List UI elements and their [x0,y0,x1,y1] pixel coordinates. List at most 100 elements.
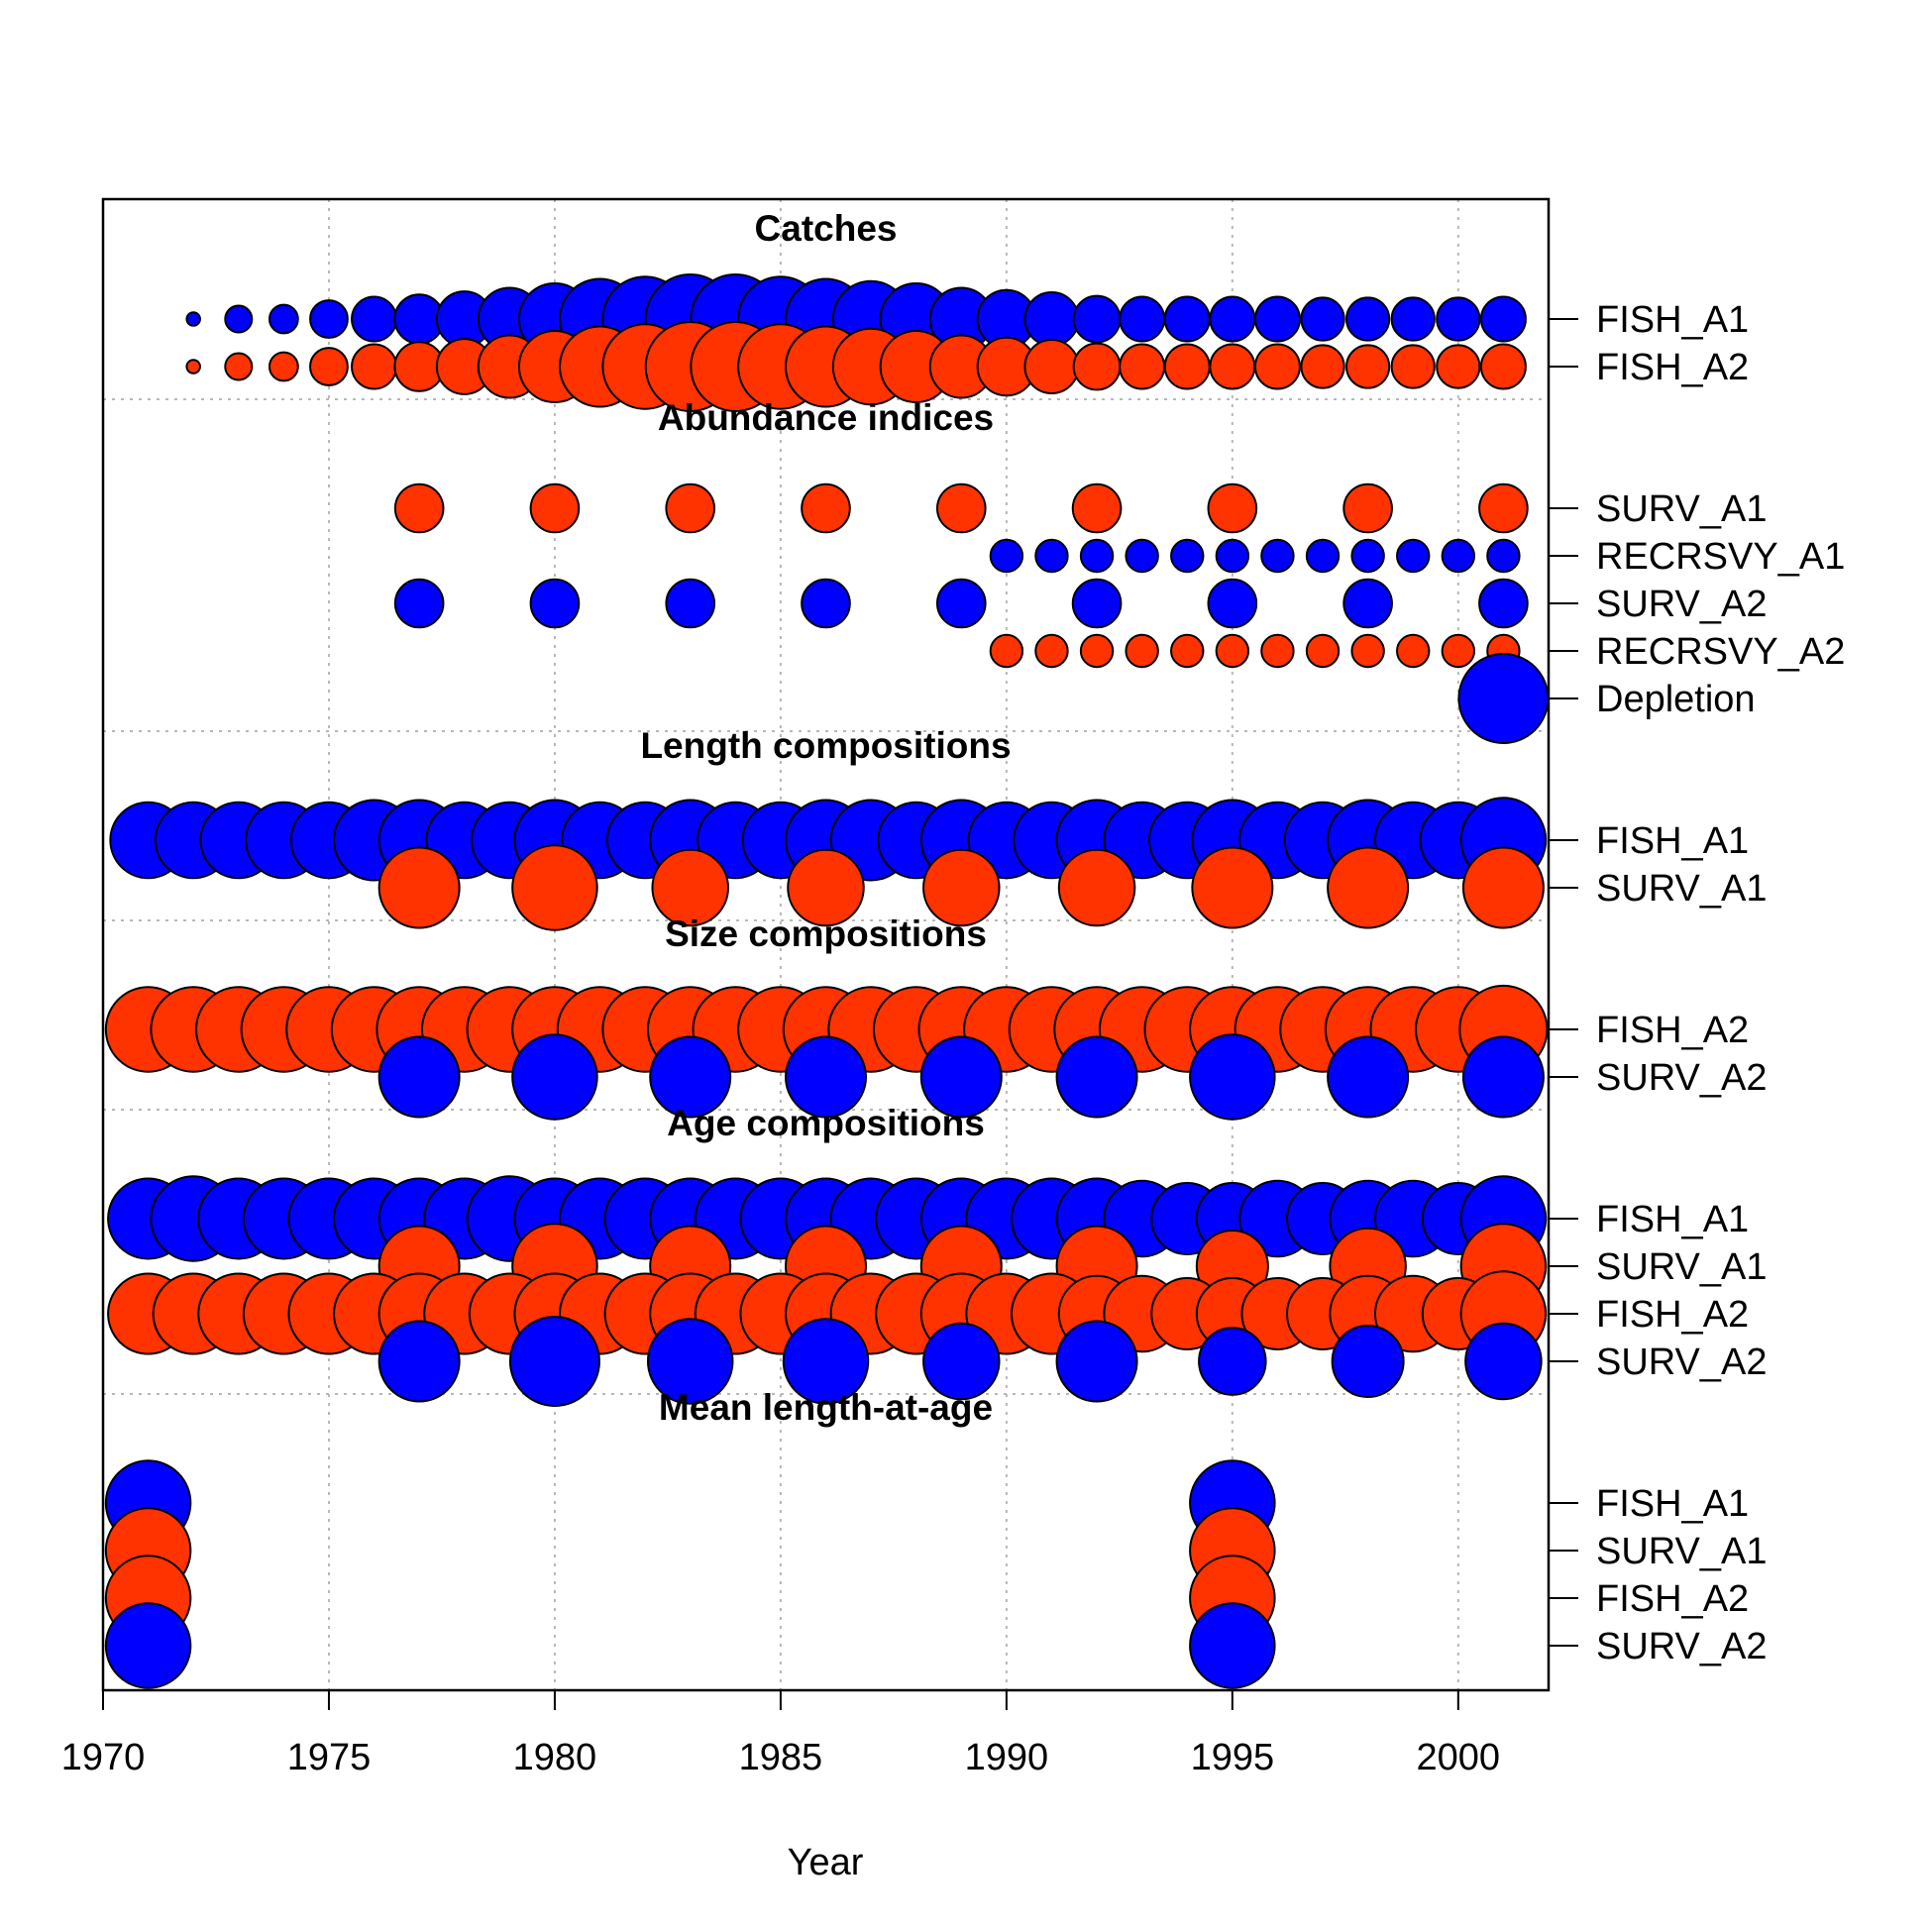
bubble-point [646,1318,734,1405]
bubble-point [1390,344,1436,389]
row-label: FISH_A1 [1596,1483,1749,1525]
bubble-point [1057,848,1136,927]
row-label: RECRSVY_A2 [1596,631,1845,673]
bubble-point [1350,633,1385,669]
bubble-point [935,578,987,629]
bubble-point [1170,633,1205,669]
bubble-point [651,848,729,927]
row-label: SURV_A2 [1596,584,1768,625]
bubble-point [1345,296,1391,342]
bubble-point [1436,296,1481,342]
bubble-point [1055,1035,1138,1119]
bubble-point [1209,295,1256,343]
panel-title: Size compositions [665,913,987,954]
row-label: SURV_A2 [1596,1342,1768,1383]
bubble-point [989,633,1024,669]
panel-title: Age compositions [667,1103,985,1143]
bubble-point [1034,538,1069,574]
bubble-point [351,343,398,390]
bubble-point [665,578,716,629]
plot-frame [101,197,1551,1692]
bubble-point [1436,344,1481,389]
bubble-point [935,483,987,534]
bubble-point [1390,296,1436,342]
bubble-point [1305,538,1341,574]
x-axis-label: Year [788,1842,864,1883]
x-tick-label: 1970 [61,1737,146,1778]
bubble-point [922,848,1001,927]
row-label: SURV_A1 [1596,1531,1768,1572]
row-label: SURV_A2 [1596,1626,1768,1667]
bubble-point [309,299,349,339]
bubble-point [1198,1327,1267,1396]
panel-titles: Catches Abundance indices Length compositi… [640,208,1011,1428]
row-label: FISH_A1 [1596,299,1749,341]
bubble-point [1331,1325,1405,1398]
bubble-point [1253,295,1301,343]
x-tick-label: 1980 [513,1737,597,1778]
bubble-point [309,347,349,386]
bubble-point [785,1035,867,1119]
x-tick-label: 1990 [965,1737,1049,1778]
panel-title: Mean length-at-age [659,1387,993,1428]
bubble-point [1464,1322,1543,1401]
bubble-point [919,1035,1003,1119]
bubble-point [1079,538,1115,574]
row-label: SURV_A2 [1596,1057,1768,1099]
bubble-point [185,359,201,375]
bubble-point [377,846,461,929]
row-label: FISH_A1 [1596,820,1749,862]
bubble-point [989,538,1024,574]
bubble-point [922,1322,1001,1401]
bubble-point [268,303,299,335]
bubble-point [1461,846,1545,929]
bubble-point [1479,343,1527,390]
row-label: SURV_A1 [1596,868,1768,910]
bubble-point [1215,538,1250,574]
bubble-point [782,1318,870,1405]
row-label: FISH_A2 [1596,1294,1749,1336]
bubble-point [1345,344,1391,389]
bubble-point [1023,339,1080,394]
bubble-point [1441,538,1476,574]
bubble-point [104,1602,192,1689]
bubble-point [1207,483,1258,534]
bubble-point [1071,578,1123,629]
bubble-point [1457,653,1550,744]
row-label: SURV_A1 [1596,1246,1768,1288]
bubble-point [1396,538,1431,574]
bubble-point [511,1033,598,1121]
x-tick-label: 2000 [1417,1737,1501,1778]
bubble-point [185,311,201,327]
bubble-point [1209,343,1256,390]
bubble-point [511,844,598,931]
x-tick-label: 1995 [1191,1737,1275,1778]
bubble-point [1079,633,1115,669]
bubble-point [1189,1602,1276,1689]
row-label: SURV_A1 [1596,488,1768,530]
bubble-point [1350,538,1385,574]
panel-title: Catches [755,208,898,249]
row-label: FISH_A2 [1596,1578,1749,1620]
bubble-point [1034,633,1069,669]
bubble-point [801,483,851,534]
bubble-point [1207,578,1258,629]
bubble-point [1478,483,1529,534]
bubble-point [1327,1035,1410,1119]
bubble-point [1023,291,1080,347]
bubble-point [1300,296,1345,342]
bubble-point [377,1320,461,1403]
bubble-point [529,578,581,629]
bubble-point [1189,1033,1276,1121]
bubble-point [1253,343,1301,390]
bubble-point [393,483,445,534]
bubble-point [1342,578,1393,629]
bubble-point [1072,342,1122,391]
x-tick-label: 1975 [287,1737,372,1778]
bubble-point [1260,633,1295,669]
panel-title: Length compositions [640,725,1011,766]
bubble-point [1125,538,1159,574]
panel-title: Abundance indices [658,397,994,438]
bubble-point [1119,343,1166,390]
